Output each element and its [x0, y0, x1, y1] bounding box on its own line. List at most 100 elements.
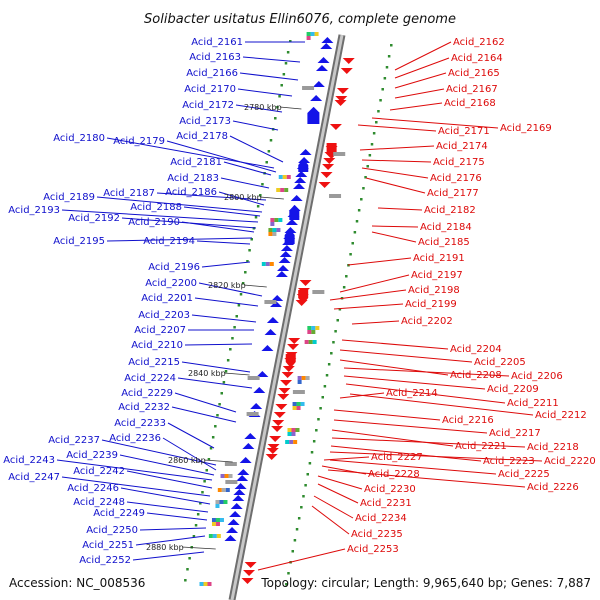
- gene-label-acid-2169[interactable]: Acid_2169: [500, 123, 552, 134]
- gene-label-acid-2176[interactable]: Acid_2176: [430, 173, 482, 184]
- gene-label-acid-2210[interactable]: Acid_2210: [131, 340, 183, 351]
- tick-mark: [184, 579, 187, 582]
- composition-block: [216, 534, 221, 538]
- gene-label-acid-2195[interactable]: Acid_2195: [53, 236, 105, 247]
- gene-label-acid-2209[interactable]: Acid_2209: [487, 384, 539, 395]
- gene-label-acid-2200[interactable]: Acid_2200: [145, 278, 197, 289]
- gene-label-acid-2221[interactable]: Acid_2221: [455, 441, 507, 452]
- gene-label-acid-2214[interactable]: Acid_2214: [386, 388, 438, 399]
- gene-label-acid-2234[interactable]: Acid_2234: [355, 513, 407, 524]
- gene-label-acid-2223[interactable]: Acid_2223: [483, 456, 535, 467]
- gene-label-acid-2207[interactable]: Acid_2207: [134, 325, 186, 336]
- gene-label-acid-2166[interactable]: Acid_2166: [186, 68, 238, 79]
- gene-label-acid-2248[interactable]: Acid_2248: [73, 497, 125, 508]
- gene-label-acid-2171[interactable]: Acid_2171: [438, 126, 490, 137]
- gene-label-acid-2232[interactable]: Acid_2232: [118, 402, 170, 413]
- gene-label-acid-2247[interactable]: Acid_2247: [8, 472, 60, 483]
- gene-label-acid-2175[interactable]: Acid_2175: [433, 157, 485, 168]
- gene-label-acid-2165[interactable]: Acid_2165: [448, 68, 500, 79]
- gene-label-acid-2180[interactable]: Acid_2180: [53, 133, 105, 144]
- gene-label-acid-2170[interactable]: Acid_2170: [184, 84, 236, 95]
- gene-label-acid-2243[interactable]: Acid_2243: [3, 455, 55, 466]
- gene-label-acid-2225[interactable]: Acid_2225: [498, 469, 550, 480]
- gene-label-acid-2227[interactable]: Acid_2227: [371, 452, 423, 463]
- gene-label-acid-2189[interactable]: Acid_2189: [43, 192, 95, 203]
- gene-label-acid-2179[interactable]: Acid_2179: [113, 136, 165, 147]
- position-label-line: [223, 372, 250, 376]
- gene-label-acid-2203[interactable]: Acid_2203: [138, 310, 190, 321]
- skew-segment: [302, 86, 315, 90]
- gene-label-acid-2198[interactable]: Acid_2198: [408, 285, 460, 296]
- gene-label-acid-2187[interactable]: Acid_2187: [103, 188, 155, 199]
- gene-label-acid-2186[interactable]: Acid_2186: [165, 187, 217, 198]
- gene-label-acid-2201[interactable]: Acid_2201: [141, 293, 193, 304]
- connector-acid-2224: [177, 377, 253, 389]
- composition-block: [225, 488, 230, 492]
- gene-label-acid-2236[interactable]: Acid_2236: [109, 433, 161, 444]
- gene-label-acid-2204[interactable]: Acid_2204: [450, 344, 502, 355]
- gene-label-acid-2231[interactable]: Acid_2231: [360, 498, 412, 509]
- gene-label-acid-2177[interactable]: Acid_2177: [427, 188, 479, 199]
- gene-label-acid-2230[interactable]: Acid_2230: [364, 484, 416, 495]
- gene-label-acid-2235[interactable]: Acid_2235: [351, 529, 403, 540]
- gene-feature-forward: [317, 57, 330, 63]
- composition-block: [282, 175, 287, 179]
- connector-acid-2191: [347, 257, 412, 266]
- gene-label-acid-2173[interactable]: Acid_2173: [179, 116, 231, 127]
- gene-label-acid-2182[interactable]: Acid_2182: [424, 205, 476, 216]
- gene-label-acid-2178[interactable]: Acid_2178: [176, 131, 228, 142]
- gene-label-acid-2233[interactable]: Acid_2233: [114, 418, 166, 429]
- gene-label-acid-2174[interactable]: Acid_2174: [436, 141, 488, 152]
- connector-acid-2206: [343, 367, 510, 377]
- composition-block: [212, 534, 217, 538]
- gene-label-acid-2164[interactable]: Acid_2164: [451, 53, 503, 64]
- gene-label-acid-2162[interactable]: Acid_2162: [453, 37, 505, 48]
- gene-label-acid-2163[interactable]: Acid_2163: [189, 52, 241, 63]
- gene-label-acid-2239[interactable]: Acid_2239: [66, 450, 118, 461]
- gene-label-acid-2228[interactable]: Acid_2228: [368, 469, 420, 480]
- gene-label-acid-2246[interactable]: Acid_2246: [67, 483, 119, 494]
- gene-label-acid-2192[interactable]: Acid_2192: [68, 213, 120, 224]
- gene-label-acid-2229[interactable]: Acid_2229: [121, 388, 173, 399]
- gene-label-acid-2218[interactable]: Acid_2218: [527, 442, 579, 453]
- gene-label-acid-2193[interactable]: Acid_2193: [8, 205, 60, 216]
- gene-label-acid-2194[interactable]: Acid_2194: [143, 236, 195, 247]
- gene-label-acid-2217[interactable]: Acid_2217: [489, 428, 541, 439]
- gene-label-acid-2250[interactable]: Acid_2250: [86, 525, 138, 536]
- gene-label-acid-2191[interactable]: Acid_2191: [413, 253, 465, 264]
- gene-label-acid-2190[interactable]: Acid_2190: [128, 217, 180, 228]
- gene-label-acid-2199[interactable]: Acid_2199: [405, 299, 457, 310]
- gene-label-acid-2184[interactable]: Acid_2184: [420, 222, 472, 233]
- gene-label-acid-2167[interactable]: Acid_2167: [446, 84, 498, 95]
- gene-label-acid-2206[interactable]: Acid_2206: [511, 371, 563, 382]
- gene-label-acid-2211[interactable]: Acid_2211: [507, 398, 559, 409]
- gene-label-acid-2237[interactable]: Acid_2237: [48, 435, 100, 446]
- gene-label-acid-2215[interactable]: Acid_2215: [128, 357, 180, 368]
- gene-label-acid-2224[interactable]: Acid_2224: [124, 373, 176, 384]
- composition-block: [306, 36, 311, 40]
- gene-label-acid-2188[interactable]: Acid_2188: [130, 202, 182, 213]
- gene-label-acid-2252[interactable]: Acid_2252: [79, 555, 131, 566]
- gene-label-acid-2220[interactable]: Acid_2220: [544, 456, 596, 467]
- gene-label-acid-2172[interactable]: Acid_2172: [182, 100, 234, 111]
- gene-label-acid-2205[interactable]: Acid_2205: [474, 357, 526, 368]
- composition-block: [278, 175, 283, 179]
- gene-label-acid-2216[interactable]: Acid_2216: [442, 415, 494, 426]
- gene-label-acid-2183[interactable]: Acid_2183: [167, 173, 219, 184]
- gene-label-acid-2208[interactable]: Acid_2208: [450, 370, 502, 381]
- gene-label-acid-2226[interactable]: Acid_2226: [527, 482, 579, 493]
- gene-label-acid-2251[interactable]: Acid_2251: [82, 540, 134, 551]
- gene-label-acid-2249[interactable]: Acid_2249: [93, 508, 145, 519]
- position-label: 2880 kbp: [146, 543, 184, 552]
- gene-label-acid-2181[interactable]: Acid_2181: [170, 157, 222, 168]
- gene-label-acid-2197[interactable]: Acid_2197: [411, 270, 463, 281]
- composition-block: [268, 228, 273, 232]
- gene-label-acid-2253[interactable]: Acid_2253: [347, 544, 399, 555]
- gene-label-acid-2161[interactable]: Acid_2161: [191, 37, 243, 48]
- gene-label-acid-2196[interactable]: Acid_2196: [148, 262, 200, 273]
- gene-label-acid-2185[interactable]: Acid_2185: [418, 237, 470, 248]
- gene-label-acid-2212[interactable]: Acid_2212: [535, 410, 587, 421]
- gene-label-acid-2242[interactable]: Acid_2242: [73, 466, 125, 477]
- gene-label-acid-2202[interactable]: Acid_2202: [401, 316, 453, 327]
- gene-label-acid-2168[interactable]: Acid_2168: [444, 98, 496, 109]
